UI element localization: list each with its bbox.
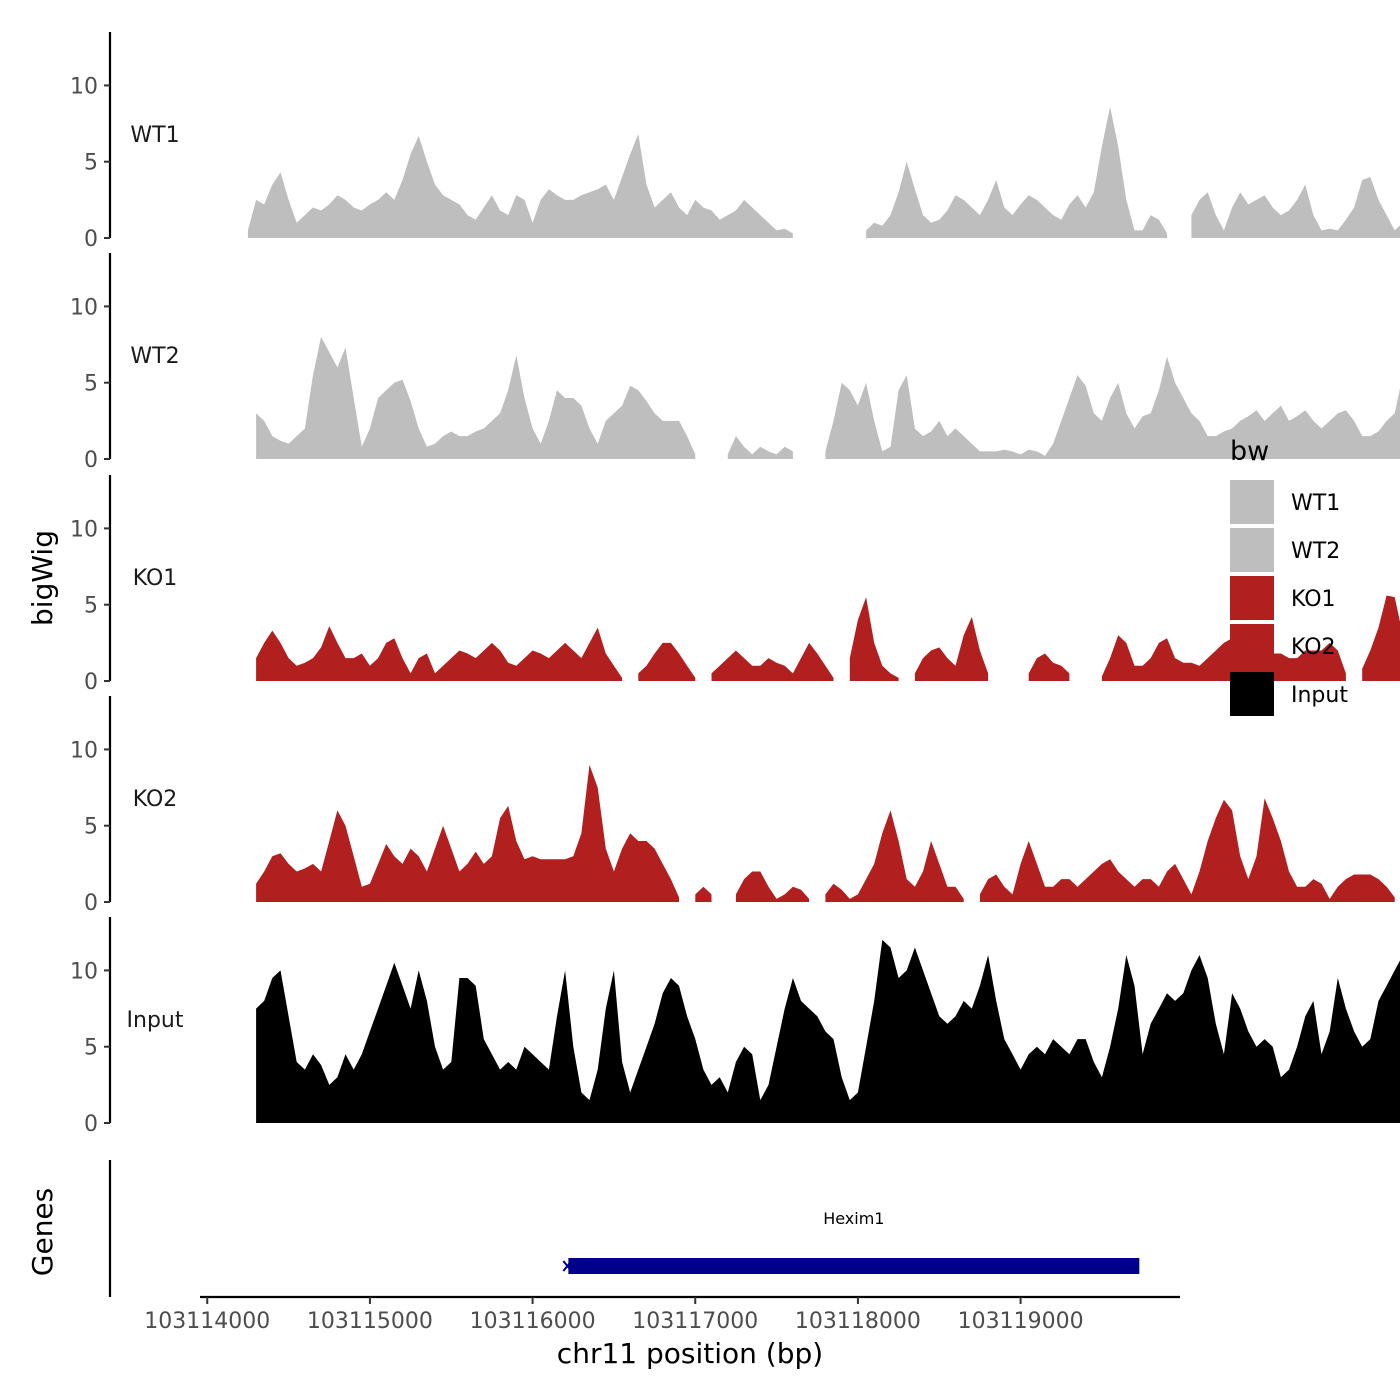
signal-area-ko1 [638,642,696,681]
y-tick-label: 0 [84,1112,98,1137]
x-tick-label: 103119000 [958,1309,1084,1334]
signal-area-ko2 [825,810,964,902]
legend-label: WT2 [1291,539,1340,564]
signal-area-wt1 [866,106,1167,238]
genes-axis-title: Genes [26,1188,59,1276]
track-wt2: 0 5 10 WT2 [70,253,1400,473]
x-tick-label: 103117000 [632,1309,758,1334]
gene-label: Hexim1 [823,1209,884,1228]
y-tick-label: 0 [84,448,98,473]
signal-area-ko2 [735,871,810,902]
legend: bw WT1 WT2 KO1 KO2 Input [1230,436,1348,716]
legend-key-ko2 [1230,624,1274,668]
x-tick-label: 103116000 [470,1309,596,1334]
y-tick-label: 10 [70,517,98,542]
y-tick-label: 0 [84,227,98,252]
legend-title: bw [1230,436,1269,467]
x-tick-label: 103118000 [795,1309,921,1334]
signal-area-ko1 [1101,635,1346,681]
signal-area-wt2 [256,336,696,459]
legend-label: Input [1291,683,1348,708]
track-ko2: 0 5 10 KO2 [70,696,1395,916]
signal-area-ko1 [1362,595,1400,681]
y-tick-label: 5 [84,151,98,176]
signal-area-wt2 [727,436,793,459]
y-tick-label: 5 [84,815,98,840]
gene-strand-mark [562,1260,573,1272]
signal-area-ko1 [1028,653,1070,681]
y-tick-label: 10 [70,295,98,320]
legend-label: KO1 [1291,587,1336,612]
track-label: KO2 [133,787,178,812]
legend-label: WT1 [1291,491,1340,516]
y-tick-label: 10 [70,959,98,984]
y-axis-title: bigWig [26,530,59,626]
signal-area-ko2 [695,886,712,902]
legend-label: KO2 [1291,635,1336,660]
legend-key-wt1 [1230,480,1274,524]
x-axis-title: chr11 position (bp) [557,1337,823,1370]
track-label: Input [127,1008,184,1033]
track-wt1: 0 5 10 WT1 [70,32,1400,252]
legend-key-wt2 [1230,528,1274,572]
tracks-layer: 0 5 10 WT1 0 5 10 WT2 0 5 10 KO1 0 5 10 KO2 0 5 10 Input [70,32,1400,1137]
track-label: WT2 [130,344,179,369]
signal-area-input [256,939,1400,1123]
y-tick-label: 5 [84,1036,98,1061]
track-label: WT1 [130,123,179,148]
y-tick-label: 0 [84,670,98,695]
x-tick-label: 103114000 [144,1309,270,1334]
signal-area-ko2 [256,764,679,902]
signal-area-ko2 [979,798,1395,902]
y-tick-label: 10 [70,738,98,763]
legend-key-ko1 [1230,576,1274,620]
signal-area-wt1 [1191,177,1400,238]
signal-area-wt2 [825,356,1400,459]
signal-area-wt1 [247,134,793,238]
x-axis: 103114000 103115000 103116000 103117000 1031… [144,1295,1180,1334]
signal-area-ko1 [256,626,623,681]
track-ko1: 0 5 10 KO1 [70,475,1400,695]
signal-area-ko1 [849,597,899,681]
track-label: KO1 [133,566,178,591]
legend-key-input [1230,672,1274,716]
y-tick-label: 5 [84,594,98,619]
gene-model-hexim1 [568,1258,1140,1274]
genes-layer: Hexim1 [108,1160,1140,1297]
y-tick-label: 0 [84,891,98,916]
y-tick-label: 10 [70,74,98,99]
signal-area-ko1 [711,642,834,681]
y-tick-label: 5 [84,372,98,397]
track-input: 0 5 10 Input [70,917,1400,1137]
signal-area-ko1 [914,616,989,681]
x-tick-label: 103115000 [307,1309,433,1334]
